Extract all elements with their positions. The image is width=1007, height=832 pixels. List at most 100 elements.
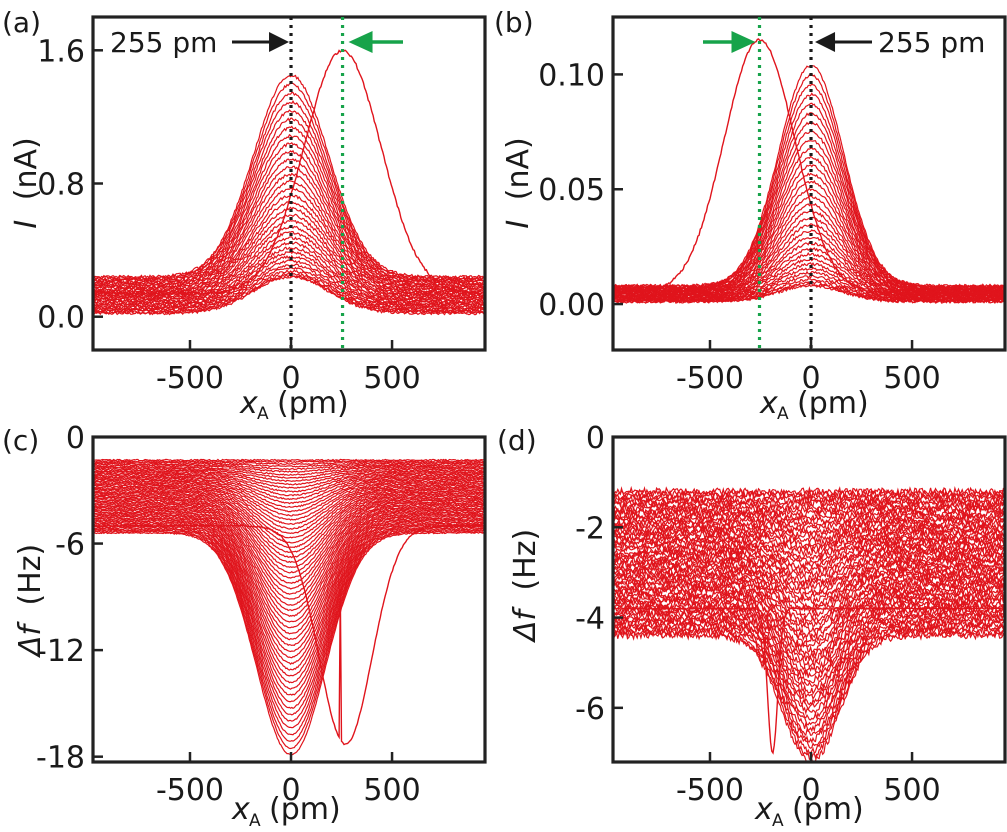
xtick-label-d-1: 0 [801,773,820,808]
xlabel-unit-c: (pm) [269,792,341,827]
trace-c-3 [93,462,485,468]
trace-b-32 [613,73,1005,289]
marks-c: -500 0 500 0 -6 -12 -18 [36,421,421,808]
trace-shifted-b [613,38,1005,296]
xtick-label-c-1: 0 [281,773,300,808]
trace-d-58 [613,627,1005,761]
trace-c-51 [93,521,485,703]
panel-c: -500 0 500 0 -6 -12 -18 (c) Δf (Hz) x A (pm) [2,421,487,831]
trace-c-13 [93,474,485,501]
trace-c-37 [93,504,485,618]
trace-d-13 [613,517,1005,541]
xlabel-c: x A (pm) [231,792,341,831]
trace-c-20 [93,483,485,530]
arrow-black-head-a [269,32,290,52]
trace-c-41 [93,509,485,641]
ytick-label-c-3: -18 [36,741,85,776]
trace-b-24 [613,147,1005,293]
trace-b-33 [613,65,1005,288]
trace-d-10 [613,510,1005,529]
ylabel-main-a: I [9,220,44,229]
trace-d-21 [613,537,1005,573]
trace-c-21 [93,484,485,535]
trace-a-26 [93,133,485,287]
trace-c-30 [93,495,485,579]
trace-d-7 [613,503,1005,518]
trace-d-38 [613,578,1005,653]
xlabel-unit-d: (pm) [792,792,864,827]
trace-d-32 [613,564,1005,624]
trace-d-28 [613,554,1005,605]
trace-c-7 [93,467,485,479]
trace-c-50 [93,520,485,696]
trace-c-17 [93,479,485,517]
ytick-label-b-2: 0.10 [538,58,605,93]
trace-c-19 [93,482,485,526]
trace-c-39 [93,506,485,629]
trace-c-40 [93,508,485,635]
trace-c-6 [93,466,485,476]
trace-c-42 [93,510,485,647]
trace-d-8 [613,505,1005,521]
ytick-label-a-2: 1.6 [37,34,85,69]
ytick-label-c-0: 0 [66,421,85,456]
ytick-label-c-1: -6 [55,528,85,563]
trace-d-39 [613,581,1005,659]
frame-c [91,435,487,764]
trace-c-11 [93,472,485,493]
xlabel-main-d: x [754,792,773,827]
xlabel-d: x A (pm) [754,792,864,831]
panel-b: -500 0 500 0.00 0.05 0.10 (b) 255 pm I (nA) x… [494,6,1007,424]
trace-a-15 [93,213,485,300]
ylabel-main-b: I [501,220,536,229]
trace-c-4 [93,463,485,471]
trace-c-9 [93,469,485,486]
trace-d-3 [613,493,1005,506]
trace-c-38 [93,505,485,623]
ytick-label-d-3: -6 [575,692,605,727]
xlabel-sub-c: A [249,811,261,831]
svg-text:I (nA): I (nA) [501,137,536,228]
traces-c [93,458,485,756]
xtick-label-b-2: 500 [883,361,940,396]
trace-c-28 [93,493,485,568]
panel-label-c: (c) [2,424,39,457]
trace-d-25 [613,547,1005,591]
trace-a-6 [93,259,485,310]
trace-d-0 [613,485,1005,497]
ylabel-main-d: Δf [508,606,543,644]
trace-a-14 [93,219,485,301]
trace-c-10 [93,471,485,489]
trace-b-25 [613,140,1005,293]
trace-c-12 [93,473,485,497]
trace-a-33 [93,74,485,280]
ylabel-main-c: Δf [13,621,48,659]
marks-a: -500 0 500 0.0 0.8 1.6 [37,17,421,396]
trace-a-5 [93,263,485,311]
trace-c-35 [93,501,485,606]
trace-c-44 [93,513,485,659]
ylabel-unit-a: (nA) [9,137,44,200]
ytick-label-c-2: -12 [36,634,85,669]
trace-c-59 [93,531,485,756]
trace-c-58 [93,530,485,750]
trace-c-0 [93,458,485,462]
trace-a-20 [93,179,485,294]
trace-d-51 [613,611,1005,721]
trace-c-8 [93,468,485,483]
xlabel-sub-b: A [777,404,789,424]
trace-shifted-c [93,524,485,746]
trace-d-53 [613,615,1005,733]
svg-text:Δf (Hz): Δf (Hz) [508,529,543,643]
trace-c-56 [93,527,485,736]
xtick-label-b-1: 0 [801,361,820,396]
ylabel-a: I (nA) [9,137,44,228]
trace-a-27 [93,125,485,286]
traces-d [613,485,1005,762]
xtick-label-b-0: -500 [676,361,744,396]
panel-d: -500 0 500 0 -2 -4 -6 (d) Δf (Hz) x A (pm) [497,421,1007,831]
trace-c-54 [93,525,485,722]
ytick-label-d-2: -4 [575,602,605,637]
trace-d-36 [613,574,1005,643]
